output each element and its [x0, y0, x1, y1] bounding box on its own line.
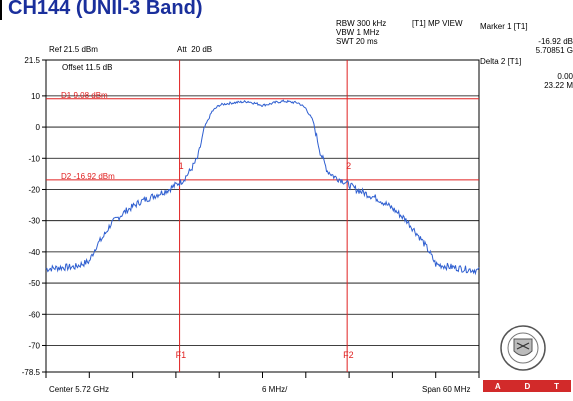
marker1-freq: 5.70851 G — [535, 46, 573, 55]
y-tick-labels: 21.5 10 0 -10 -20 -30 -40 -50 -60 -70 -78.5 — [22, 56, 41, 377]
offset-label: Offset 11.5 dB — [62, 63, 112, 72]
page-title: CH144 (UNII-3 Band) — [0, 0, 300, 20]
adt-letter: T — [554, 381, 560, 391]
display-line-label: D2 -16.92 dBm — [61, 172, 115, 181]
rbw-label: RBW 300 kHz — [336, 19, 387, 28]
chart-grid — [42, 59, 480, 378]
adt-letter: A — [494, 381, 501, 391]
y-tick-label: 21.5 — [24, 56, 40, 65]
y-tick-label: -20 — [28, 185, 40, 194]
ref-level-label: Ref 21.5 dBm — [49, 45, 98, 54]
delta2-title: Delta 2 [T1] — [480, 57, 522, 66]
plot-frame — [45, 59, 480, 373]
delta2-value: 0.00 — [557, 72, 573, 81]
view-mode-label: [T1] MP VIEW — [412, 19, 463, 28]
y-tick-label: -70 — [28, 341, 40, 350]
display-lines: D1 9.08 dBm D2 -16.92 dBm — [46, 91, 479, 181]
y-tick-label: 0 — [36, 123, 41, 132]
y-tick-label: -40 — [28, 248, 40, 257]
y-tick-label: -78.5 — [22, 368, 41, 377]
y-tick-label: 10 — [31, 92, 40, 101]
display-line-label: D1 9.08 dBm — [61, 91, 108, 100]
adt-letter: D — [524, 381, 531, 391]
vbw-label: VBW 1 MHz — [336, 28, 380, 37]
attenuation-label: Att 20 dB — [177, 45, 213, 54]
frequency-lines: F1 F2 — [176, 60, 354, 372]
delta2-freq: 23.22 M — [544, 81, 573, 90]
y-tick-label: -50 — [28, 279, 40, 288]
y-tick-label: -30 — [28, 217, 40, 226]
series-trace — [45, 99, 480, 276]
marker1-value: -16.92 dB — [538, 37, 573, 46]
x-center-label: Center 5.72 GHz — [49, 385, 109, 394]
y-tick-label: -10 — [28, 154, 40, 163]
x-div-label: 6 MHz/ — [262, 385, 288, 394]
bureau-veritas-logo — [493, 318, 573, 398]
marker-label: 2 — [346, 161, 351, 171]
marker-panel: Marker 1 [T1] -16.92 dB 5.70851 G Delta … — [480, 22, 573, 142]
marker-label: 1 — [179, 161, 184, 171]
x-span-label: Span 60 MHz — [422, 385, 470, 394]
y-tick-label: -60 — [28, 310, 40, 319]
freq-line-label: F2 — [343, 350, 354, 360]
freq-line-label: F1 — [176, 350, 187, 360]
marker1-title: Marker 1 [T1] — [480, 22, 528, 31]
swt-label: SWT 20 ms — [336, 37, 378, 46]
